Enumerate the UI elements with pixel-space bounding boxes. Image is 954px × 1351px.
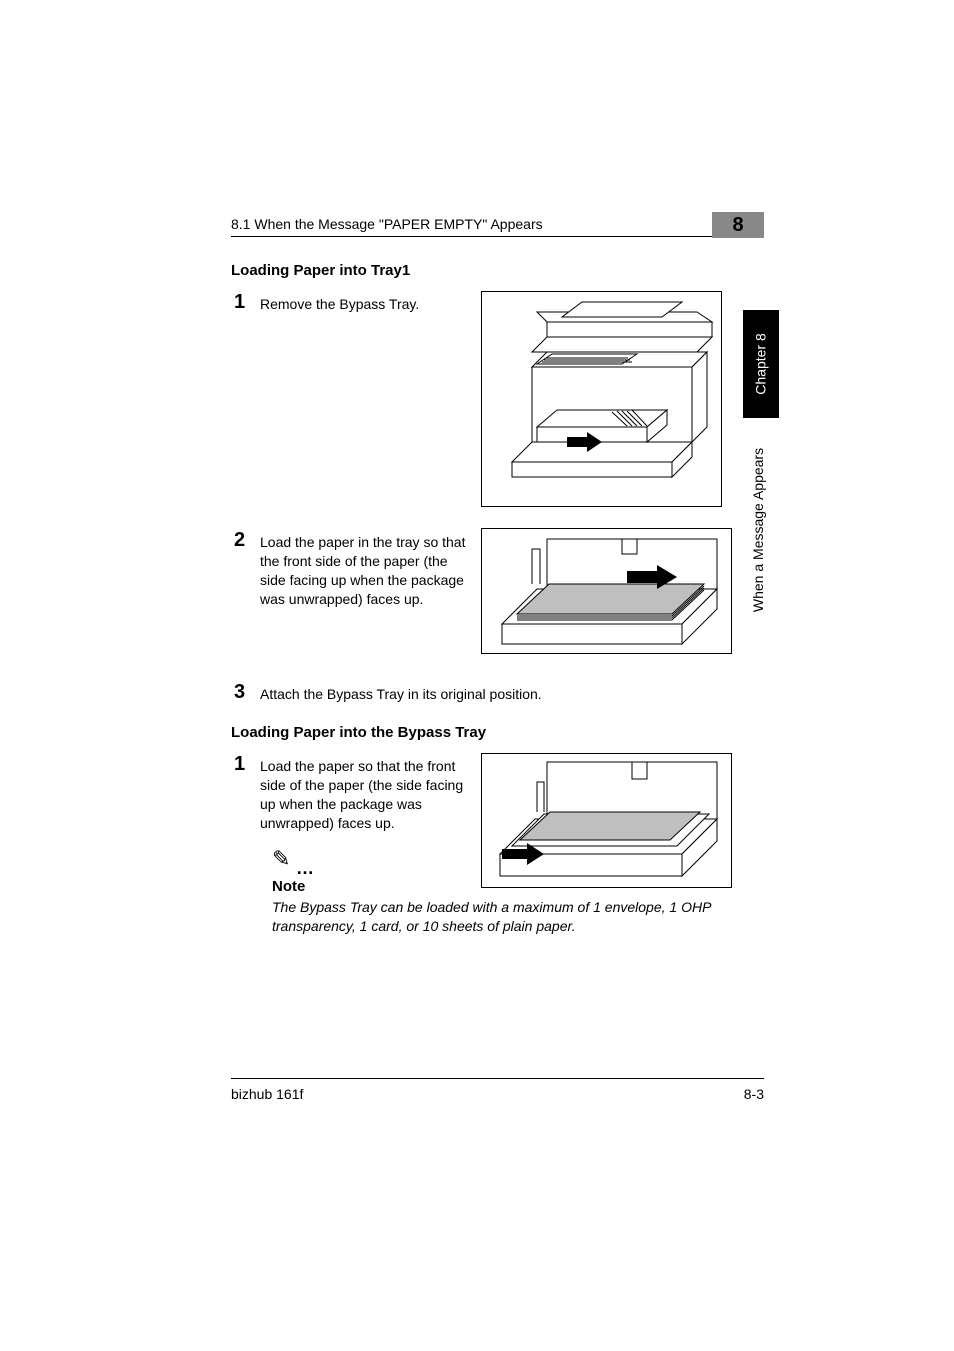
step-number: 2 — [234, 529, 245, 552]
manual-page: 8.1 When the Message "PAPER EMPTY" Appea… — [0, 0, 954, 1351]
step-number: 1 — [234, 291, 245, 314]
tray-illustration — [482, 529, 731, 653]
step-number: 3 — [234, 681, 245, 704]
footer-rule — [231, 1078, 764, 1079]
figure-printer — [481, 291, 722, 507]
side-tab-chapter: Chapter 8 — [743, 310, 779, 418]
section2-title: Loading Paper into the Bypass Tray — [231, 724, 486, 741]
step-text: Attach the Bypass Tray in its original p… — [260, 685, 660, 704]
step-text: Remove the Bypass Tray. — [260, 295, 460, 314]
header-section: 8.1 When the Message "PAPER EMPTY" Appea… — [231, 216, 764, 232]
figure-bypass-loading — [481, 753, 732, 888]
chapter-number-box: 8 — [712, 212, 764, 238]
side-tab-title-label: When a Message Appears — [750, 448, 766, 612]
step-text: Load the paper so that the front side of… — [260, 757, 470, 833]
step-text: Load the paper in the tray so that the f… — [260, 533, 470, 609]
printer-illustration — [482, 292, 721, 506]
section1-title: Loading Paper into Tray1 — [231, 262, 410, 279]
note-title: Note — [272, 878, 305, 895]
bypass-illustration — [482, 754, 731, 887]
figure-tray-loading — [481, 528, 732, 654]
note-dots: … — [296, 858, 318, 879]
note-body: The Bypass Tray can be loaded with a max… — [272, 898, 732, 936]
side-tab-title: When a Message Appears — [740, 438, 776, 638]
footer-model: bizhub 161f — [231, 1086, 303, 1102]
step-number: 1 — [234, 753, 245, 776]
footer-page-number: 8-3 — [744, 1086, 764, 1102]
note-icon: ✎ — [272, 846, 290, 872]
side-tab-chapter-label: Chapter 8 — [753, 333, 769, 394]
chapter-number: 8 — [732, 214, 743, 237]
header-rule — [231, 236, 764, 237]
